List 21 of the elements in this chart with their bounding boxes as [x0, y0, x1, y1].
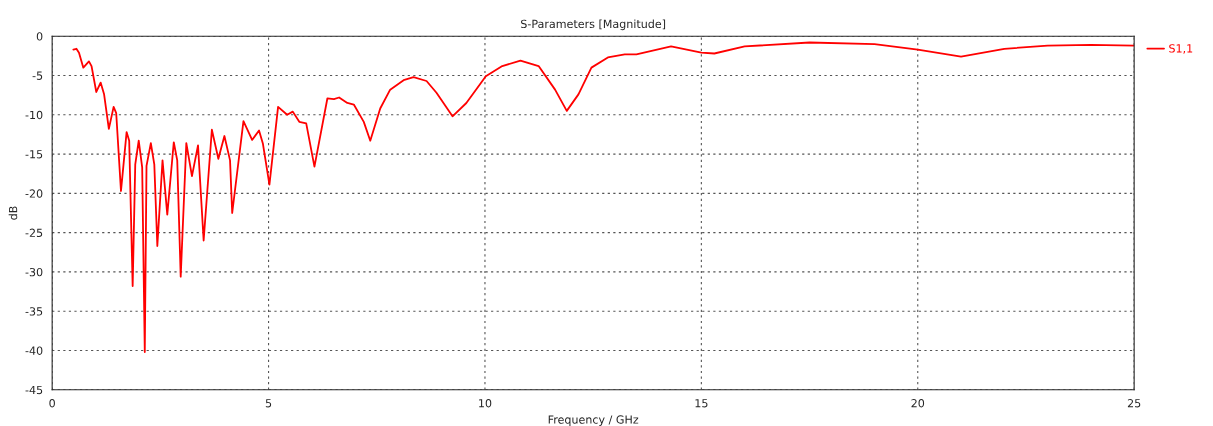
y-tick-label: -30: [25, 267, 43, 277]
legend-label: S1,1: [1169, 44, 1193, 54]
y-tick-label: -10: [25, 110, 43, 120]
y-tick-label: -25: [25, 228, 43, 238]
x-tick-label: 25: [1127, 399, 1141, 408]
x-axis-title: Frequency / GHz: [548, 415, 639, 426]
chart-title: S-Parameters [Magnitude]: [521, 19, 666, 31]
x-tick-label: 15: [695, 399, 708, 408]
y-tick-label: -20: [25, 189, 43, 198]
y-tick-label: 0: [36, 32, 43, 41]
x-tick-label: 5: [265, 399, 272, 408]
y-axis-title: dB: [8, 206, 18, 220]
x-tick-label: 0: [49, 399, 55, 408]
y-tick-label: -5: [32, 71, 43, 80]
x-tick-label: 20: [911, 399, 925, 408]
x-tick-label: 10: [479, 399, 492, 408]
line-series: [72, 41, 1135, 353]
y-tick-label: -15: [25, 150, 43, 159]
y-tick-label: -40: [25, 346, 43, 355]
y-tick-label: -35: [25, 307, 43, 316]
y-tick-label: -45: [25, 385, 43, 395]
